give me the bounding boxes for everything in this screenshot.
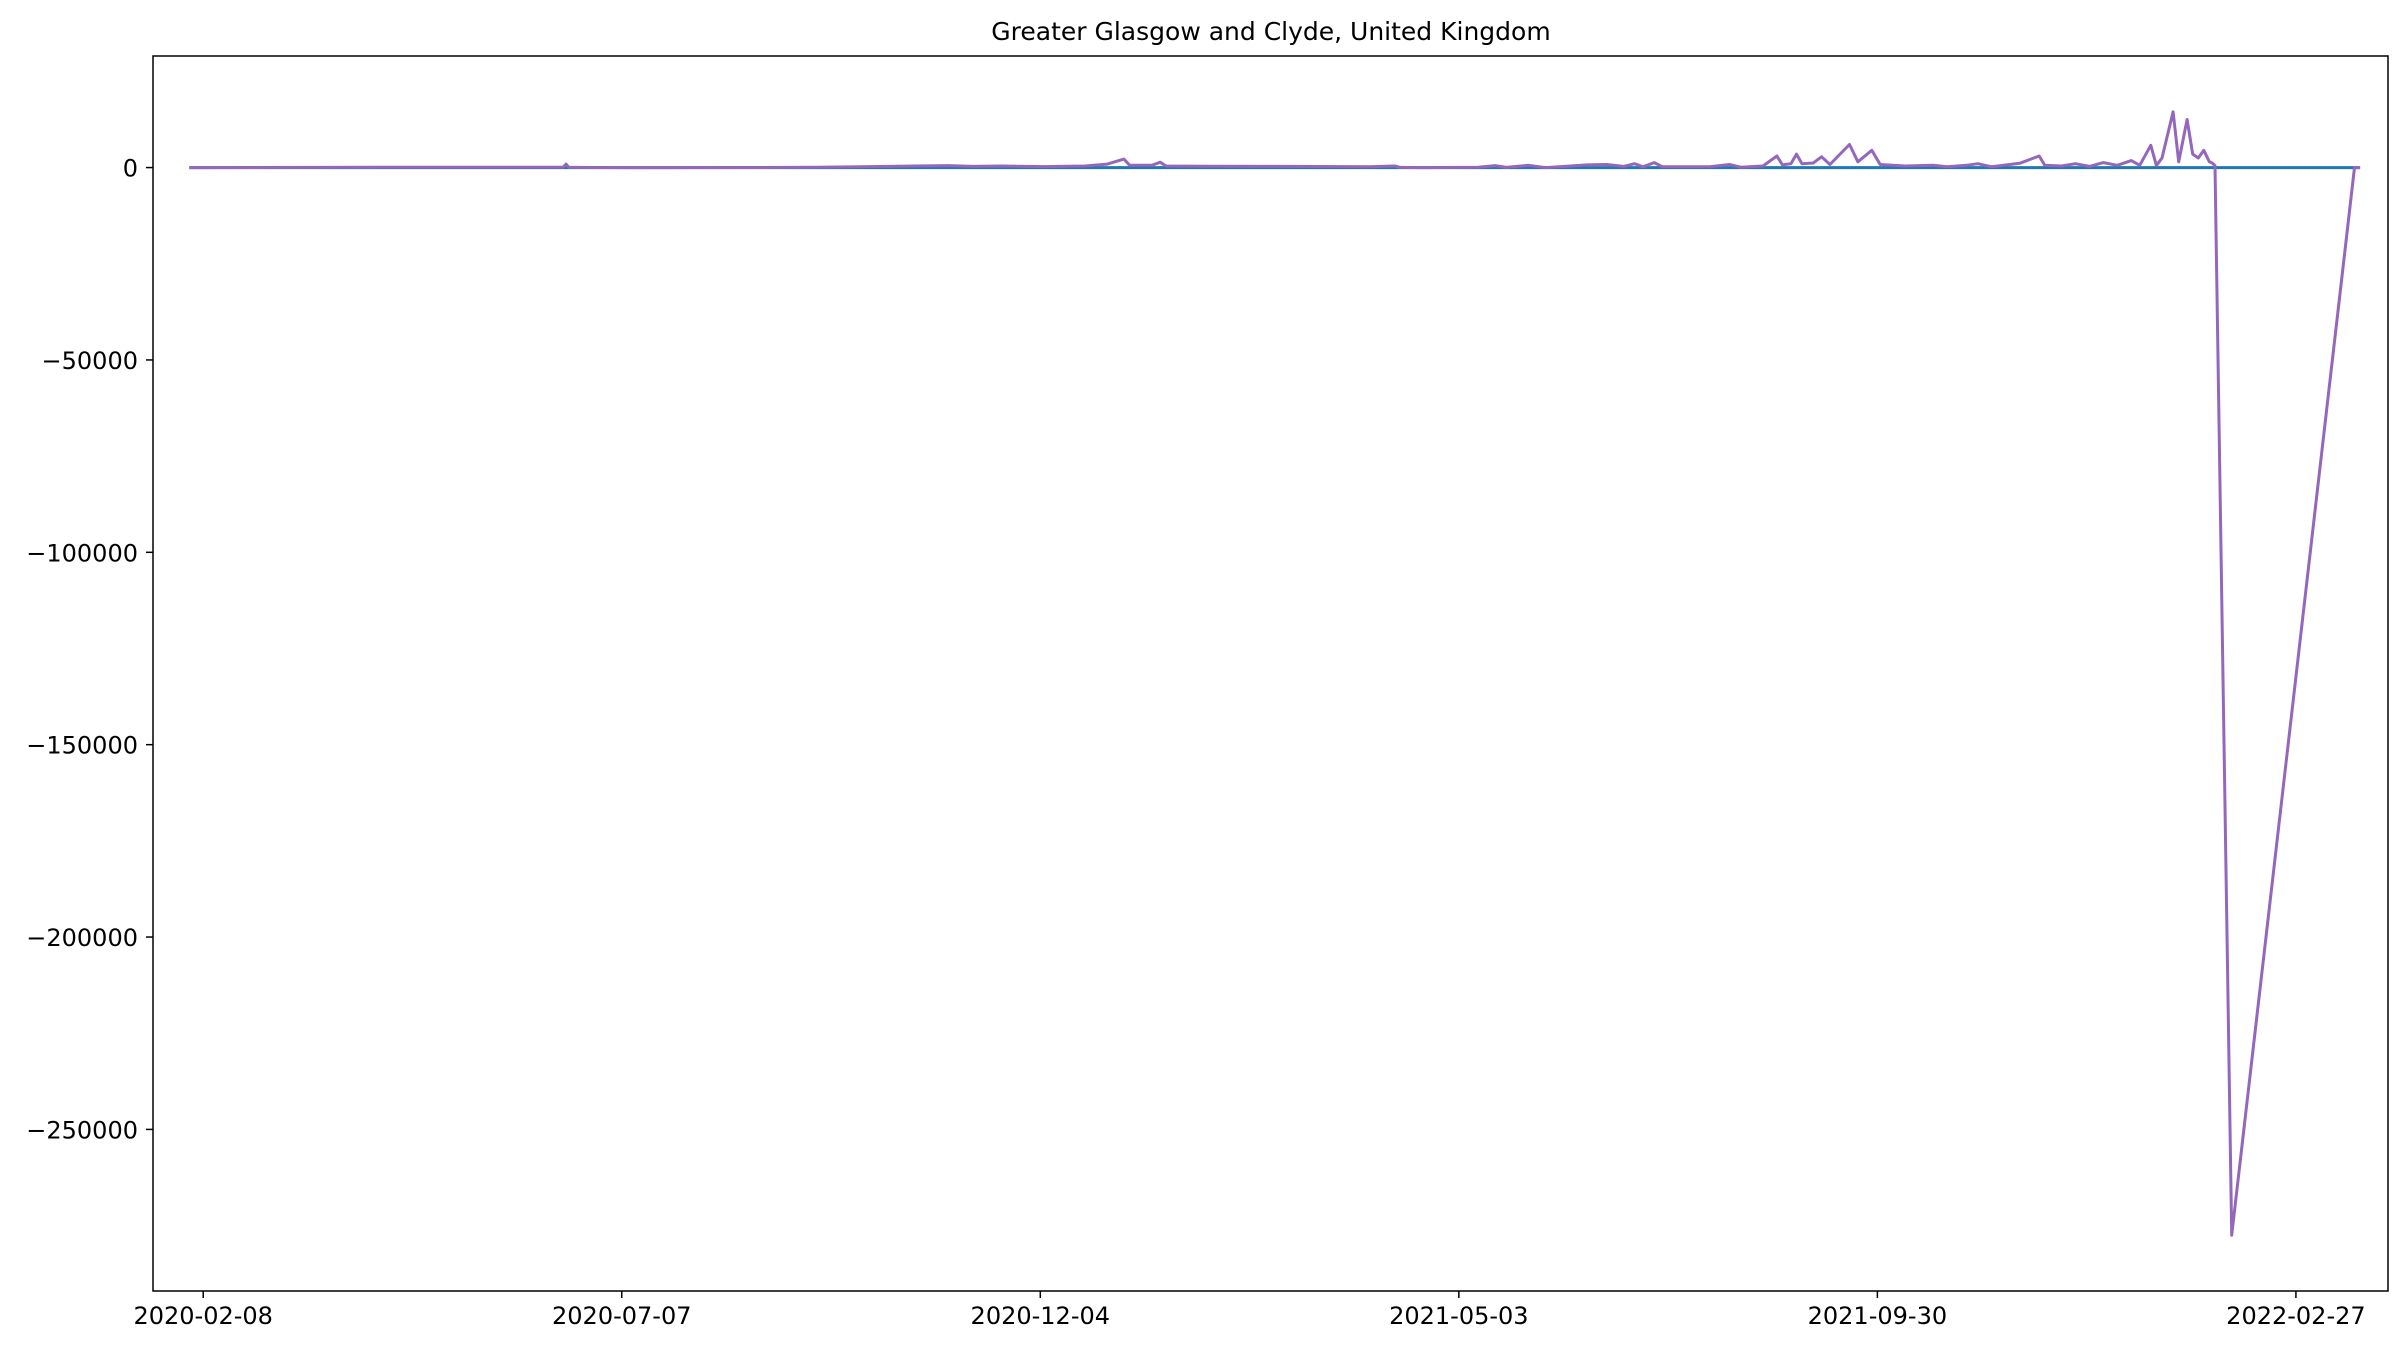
x-tick-label: 2021-09-30 bbox=[1808, 1302, 1947, 1330]
series-layer bbox=[189, 110, 2361, 1237]
x-axis: 2020-02-08 2020-07-07 2020-12-04 2021-05-03… bbox=[133, 1291, 2366, 1330]
y-tick-label: −200000 bbox=[26, 924, 138, 952]
y-tick-label: −100000 bbox=[26, 539, 138, 567]
series-line-2 bbox=[189, 110, 2361, 1237]
x-tick-label: 2020-07-07 bbox=[552, 1302, 691, 1330]
plot-frame bbox=[152, 55, 2389, 1292]
x-tick-label: 2022-02-27 bbox=[2226, 1302, 2365, 1330]
y-tick-label: 0 bbox=[123, 155, 138, 183]
y-axis: 0 −50000 −100000 −150000 −200000 −250000 bbox=[26, 155, 153, 1144]
x-tick-label: 2020-02-08 bbox=[133, 1302, 272, 1330]
y-tick-label: −250000 bbox=[26, 1116, 138, 1144]
chart-title: Greater Glasgow and Clyde, United Kingdo… bbox=[991, 17, 1550, 46]
y-tick-label: −150000 bbox=[26, 732, 138, 760]
x-tick-label: 2021-05-03 bbox=[1389, 1302, 1528, 1330]
y-tick-label: −50000 bbox=[42, 347, 138, 375]
x-tick-label: 2020-12-04 bbox=[971, 1302, 1110, 1330]
